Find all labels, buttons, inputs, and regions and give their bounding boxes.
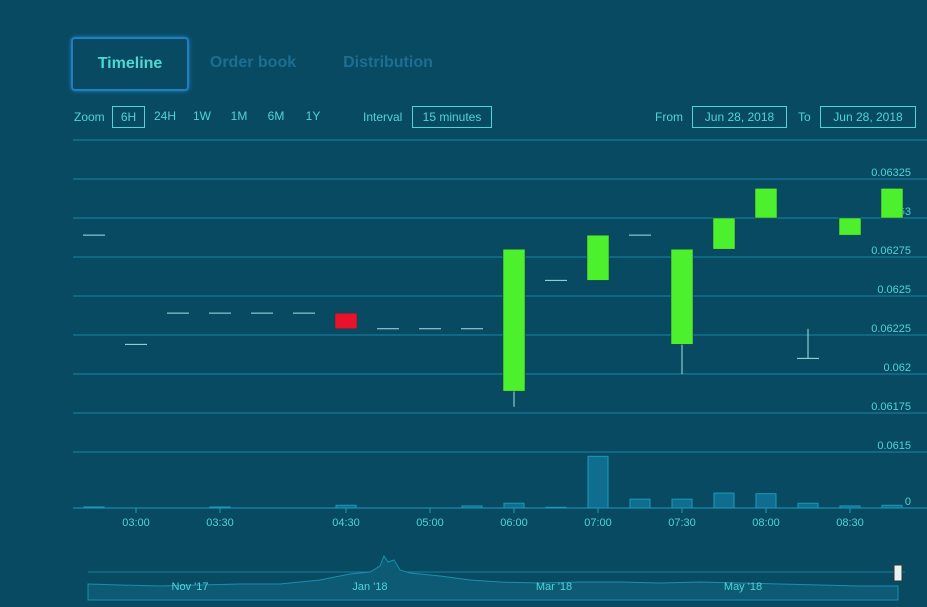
zoom-label: Zoom	[74, 110, 105, 124]
y-tick-label: 0.06175	[871, 401, 911, 413]
tab[interactable]: Timeline	[71, 37, 189, 91]
zoom-button[interactable]: 24H	[153, 109, 176, 123]
tab[interactable]: Distribution	[343, 54, 433, 71]
navigator-label: Mar '18	[536, 581, 572, 593]
to-date[interactable]: Jun 28, 2018	[820, 106, 916, 128]
volume-bar	[755, 493, 777, 509]
volume-bar	[503, 502, 525, 509]
candle-body	[502, 248, 526, 392]
navigator-label: May '18	[724, 581, 762, 593]
from-date[interactable]: Jun 28, 2018	[692, 106, 787, 128]
x-tick-label: 03:30	[206, 517, 234, 529]
candle-body	[838, 217, 862, 236]
navigator: Nov '17 Jan '18 Mar '18 May '18	[87, 554, 905, 601]
navigator-label: Jan '18	[352, 581, 387, 593]
y-tick-label: 0.06275	[871, 245, 911, 257]
x-tick-label: 07:00	[584, 517, 612, 529]
candle-body	[712, 217, 736, 250]
volume-bar	[713, 492, 735, 509]
x-tick-label: 05:00	[416, 517, 444, 529]
from-label: From	[655, 110, 683, 124]
x-tick-label: 07:30	[668, 517, 696, 529]
y-tick-label: 0.0615	[877, 440, 911, 452]
candle-body	[670, 248, 694, 345]
volume-bar	[839, 505, 861, 509]
volume-bar	[587, 455, 609, 509]
volume-bar	[209, 506, 231, 509]
candle-body	[586, 234, 610, 281]
x-tick-label: 03:00	[122, 517, 150, 529]
tab[interactable]: Order book	[209, 54, 297, 71]
to-label: To	[798, 110, 811, 124]
volume-bar	[545, 506, 567, 509]
y-tick-label: 0.062	[883, 362, 911, 374]
zoom-button[interactable]: 1W	[193, 109, 211, 123]
navigator-handle[interactable]	[893, 564, 903, 582]
x-tick-label: 06:00	[500, 517, 528, 529]
y-tick-label: 0.06225	[871, 323, 911, 335]
candle-body	[754, 188, 778, 219]
y-tick-label: 0.06325	[871, 167, 911, 179]
x-tick-label: 04:30	[332, 517, 360, 529]
volume-bar	[83, 506, 105, 509]
volume-bar	[461, 505, 483, 509]
zoom-button[interactable]: 1M	[230, 109, 248, 123]
y-tick-label: 0.0625	[877, 284, 911, 296]
interval-select[interactable]: 15 minutes	[412, 106, 492, 128]
x-tick-label: 08:00	[752, 517, 780, 529]
candle-body	[880, 188, 904, 219]
navigator-series	[87, 554, 899, 601]
zoom-button[interactable]: 6H	[112, 106, 145, 128]
volume-bar	[881, 504, 903, 509]
zoom-button[interactable]: 1Y	[305, 109, 321, 123]
y2-tick-label: 0	[905, 496, 911, 508]
volume-bar	[629, 498, 651, 509]
interval-label: Interval	[363, 110, 403, 124]
zoom-button[interactable]: 6M	[267, 109, 285, 123]
x-tick-label: 08:30	[836, 517, 864, 529]
candle-body	[334, 312, 358, 330]
navigator-label: Nov '17	[172, 581, 209, 593]
volume-bar	[671, 498, 693, 509]
volume-bar	[335, 504, 357, 509]
volume-bar	[797, 502, 819, 509]
